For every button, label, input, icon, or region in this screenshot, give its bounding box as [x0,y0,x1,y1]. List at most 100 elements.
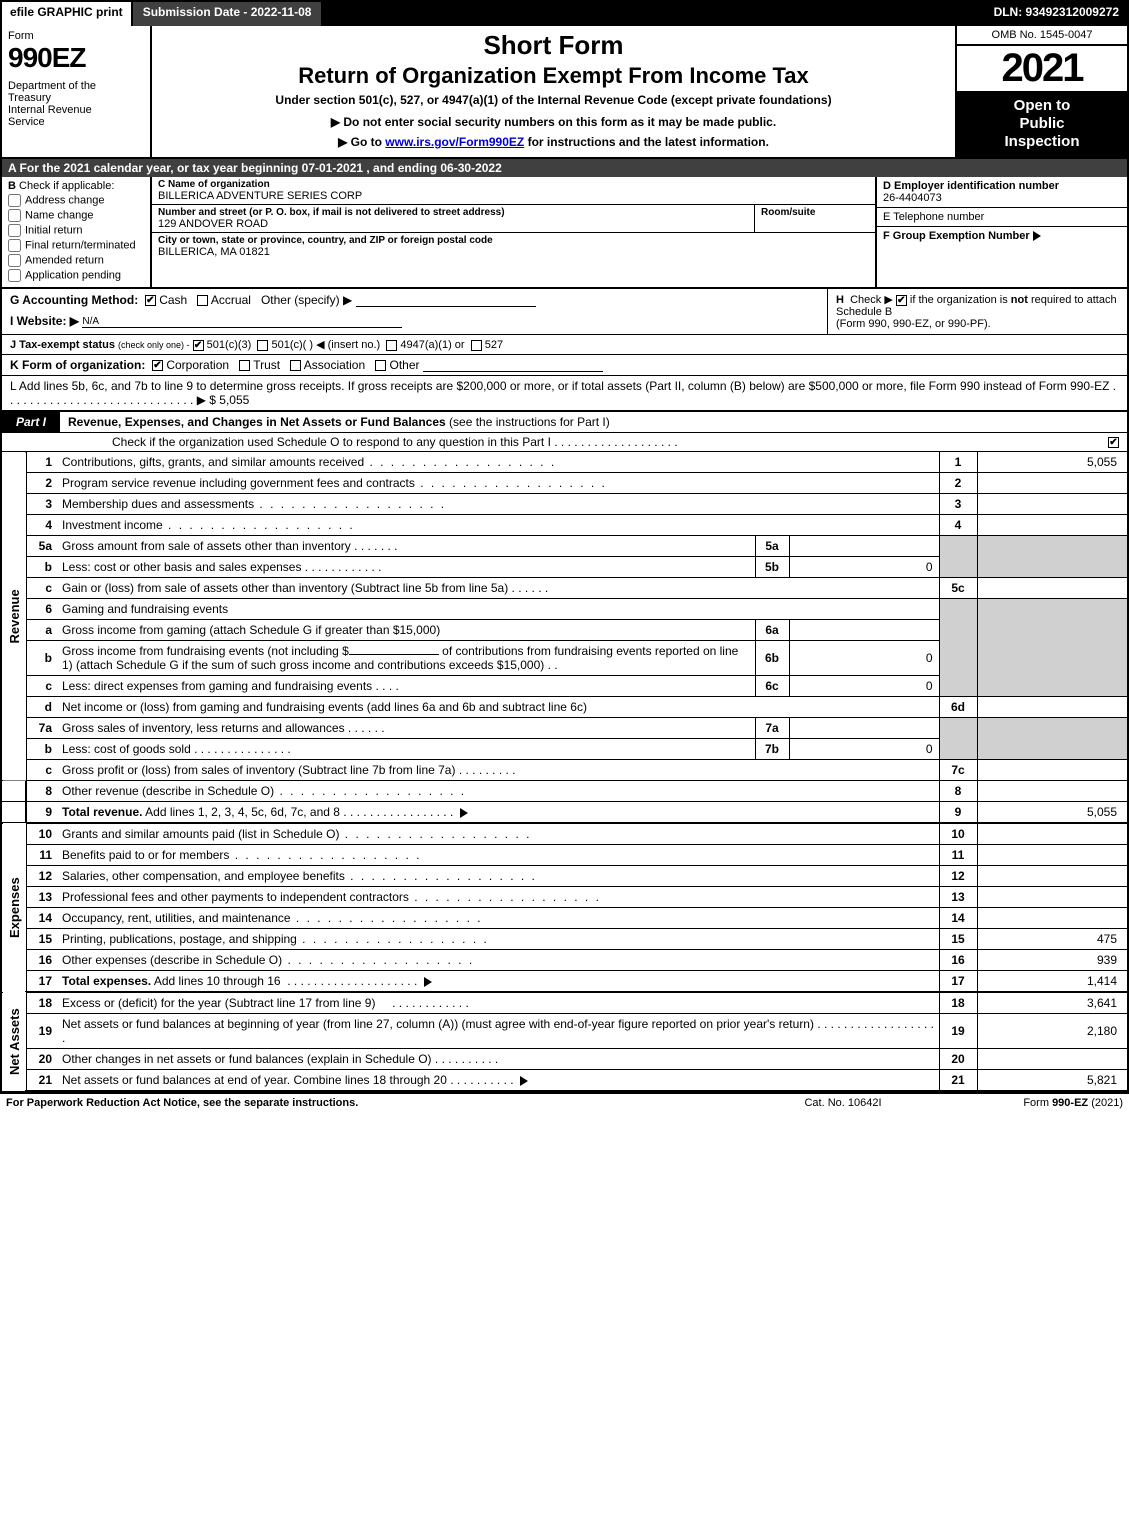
l17-val: 1,414 [977,971,1127,993]
j-label: J Tax-exempt status [10,339,115,351]
row-l: L Add lines 5b, 6c, and 7b to line 9 to … [2,376,1127,412]
l9-num: 9 [26,802,58,824]
l3-ll: 3 [939,494,977,515]
irs-link[interactable]: www.irs.gov/Form990EZ [385,135,524,149]
chk-final-return[interactable]: Final return/terminated [8,239,144,252]
l3-desc: Membership dues and assessments [62,497,254,511]
l14-ll: 14 [939,908,977,929]
l6b-sv: 0 [789,641,939,676]
l6c-num: c [26,676,58,697]
chk-assoc[interactable] [290,360,301,371]
l12-val [977,866,1127,887]
l17-num: 17 [26,971,58,993]
footer: For Paperwork Reduction Act Notice, see … [0,1094,1129,1112]
l2-val [977,473,1127,494]
l21-ll: 21 [939,1070,977,1092]
sub3-post: for instructions and the latest informat… [524,135,769,149]
l2-ll: 2 [939,473,977,494]
chk-accrual[interactable] [197,295,208,306]
d-label: D Employer identification number [883,180,1121,192]
header-middle: Short Form Return of Organization Exempt… [152,26,957,157]
efile-print-link[interactable]: efile GRAPHIC print [2,2,133,26]
l8-desc: Other revenue (describe in Schedule O) [62,784,274,798]
l20-num: 20 [26,1049,58,1070]
l6c-desc: Less: direct expenses from gaming and fu… [62,679,372,693]
l21-desc: Net assets or fund balances at end of ye… [62,1073,447,1087]
row-k: K Form of organization: ✔ Corporation Tr… [2,355,1127,376]
l5b-sl: 5b [755,557,789,578]
l6c-sl: 6c [755,676,789,697]
l14-num: 14 [26,908,58,929]
l11-desc: Benefits paid to or for members [62,848,229,862]
l8-num: 8 [26,781,58,802]
chk-address-change[interactable]: Address change [8,194,144,207]
l7a-sl: 7a [755,718,789,739]
l6b-sl: 6b [755,641,789,676]
l8-val [977,781,1127,802]
form-word: Form [8,30,144,42]
l14-desc: Occupancy, rent, utilities, and maintena… [62,911,291,925]
l21-num: 21 [26,1070,58,1092]
chk-cash[interactable]: ✔ [145,295,156,306]
sub3-pre: ▶ Go to [338,135,385,149]
j-o3: 4947(a)(1) or [400,339,464,351]
l7c-ll: 7c [939,760,977,781]
l12-num: 12 [26,866,58,887]
l7a-sv [789,718,939,739]
chk-trust[interactable] [239,360,250,371]
j-o2: 501(c)( ) ◀ (insert no.) [271,339,380,351]
chk-527[interactable] [471,340,482,351]
sidebar-expenses: Expenses [2,823,26,992]
col-def: D Employer identification number 26-4404… [877,177,1127,287]
chk-name-change[interactable]: Name change [8,209,144,222]
website-value: N/A [82,316,99,327]
l20-desc: Other changes in net assets or fund bala… [62,1052,432,1066]
footer-cat: Cat. No. 10642I [743,1097,943,1109]
k-o3: Association [304,358,365,372]
l11-val [977,845,1127,866]
chk-corp[interactable]: ✔ [152,360,163,371]
ein-value: 26-4404073 [883,192,1121,204]
l5b-desc: Less: cost or other basis and sales expe… [62,560,301,574]
chk-h[interactable]: ✔ [896,295,907,306]
street-address: 129 ANDOVER ROAD [158,218,748,230]
l18-desc: Excess or (deficit) for the year (Subtra… [62,996,375,1010]
l9-ll: 9 [939,802,977,824]
sidebar-revenue: Revenue [2,452,26,781]
arrow-icon [460,808,468,818]
top-bar: efile GRAPHIC print Submission Date - 20… [2,2,1127,26]
arrow-icon [520,1076,528,1086]
l10-desc: Grants and similar amounts paid (list in… [62,827,339,841]
l7c-val [977,760,1127,781]
l4-desc: Investment income [62,518,163,532]
k-o2: Trust [253,358,280,372]
chk-501c[interactable] [257,340,268,351]
j-o4: 527 [485,339,503,351]
l5a-num: 5a [26,536,58,557]
chk-other-org[interactable] [375,360,386,371]
l6d-desc: Net income or (loss) from gaming and fun… [58,697,939,718]
h-txt2: if the organization is [910,294,1011,306]
org-name: BILLERICA ADVENTURE SERIES CORP [158,190,869,202]
l12-ll: 12 [939,866,977,887]
sidebar-net-assets: Net Assets [2,992,26,1091]
g-accrual: Accrual [211,293,251,307]
l18-ll: 18 [939,992,977,1014]
col-c: C Name of organization BILLERICA ADVENTU… [152,177,877,287]
l6d-num: d [26,697,58,718]
chk-application-pending[interactable]: Application pending [8,269,144,282]
chk-4947[interactable] [386,340,397,351]
form-header: Form 990EZ Department of theTreasuryInte… [2,26,1127,159]
chk-501c3[interactable]: ✔ [193,340,204,351]
l13-num: 13 [26,887,58,908]
c-name-label: C Name of organization [158,179,869,190]
k-o1: Corporation [166,358,229,372]
header-sub3: ▶ Go to www.irs.gov/Form990EZ for instru… [158,135,949,149]
tax-year: 2021 [957,46,1127,91]
chk-amended-return[interactable]: Amended return [8,254,144,267]
chk-schedule-o[interactable]: ✔ [1108,437,1119,448]
city-label: City or town, state or province, country… [158,235,869,246]
l5a-sv [789,536,939,557]
l6a-sl: 6a [755,620,789,641]
chk-initial-return[interactable]: Initial return [8,224,144,237]
